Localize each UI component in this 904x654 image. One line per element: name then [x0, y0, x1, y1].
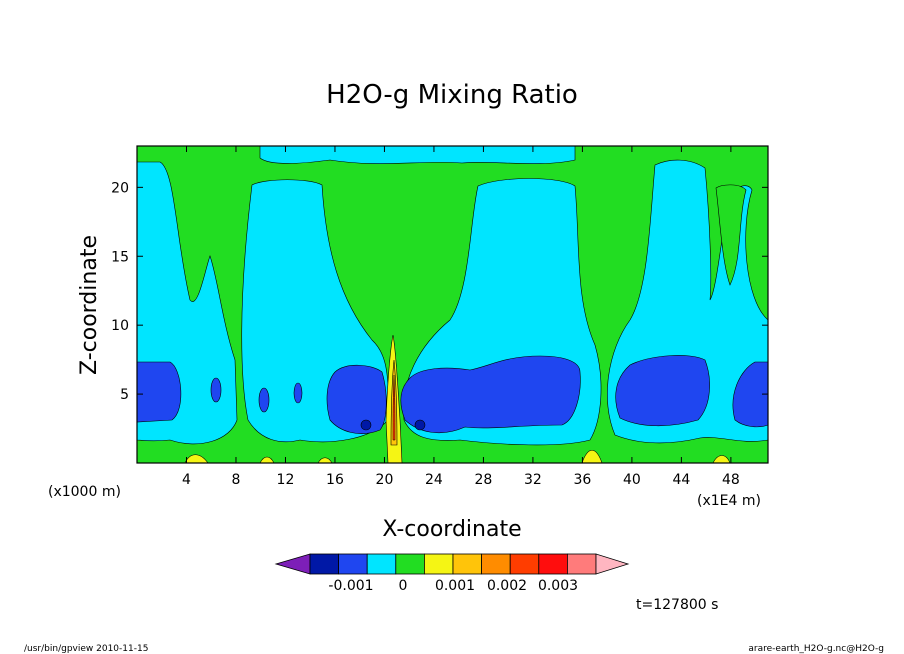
x-tick-label: 4	[182, 472, 191, 488]
x-axis-label: X-coordinate	[382, 517, 521, 542]
x-tick-label: 12	[277, 472, 295, 488]
colorbar-swatch	[538, 553, 568, 575]
colorbar-label: 0	[399, 578, 408, 594]
colorbar-swatch	[309, 553, 340, 575]
colorbar-arrow-low	[274, 553, 311, 575]
y-tick-label: 15	[111, 249, 129, 265]
plot-frame	[136, 145, 769, 464]
x-tick-label: 20	[376, 472, 394, 488]
field-blue-right	[615, 355, 710, 427]
field-green-tongue	[715, 184, 747, 286]
x-tick-label: 36	[573, 472, 591, 488]
y-tick-label: 20	[111, 180, 129, 196]
colorbar-label: -0.001	[328, 578, 373, 594]
field-blue-center-right	[400, 355, 581, 434]
x-tick-label: 8	[232, 472, 241, 488]
footer-left: /usr/bin/gpview 2010-11-15	[24, 644, 149, 654]
field-darkblue-spot-2	[414, 419, 426, 431]
x-tick-label: 32	[524, 472, 542, 488]
field-blue-center-left	[326, 364, 387, 434]
field-blue-spot-3	[293, 382, 303, 404]
field-blue-spot-1	[210, 377, 222, 403]
x-tick-label: 40	[623, 472, 641, 488]
x-tick-label: 48	[722, 472, 740, 488]
colorbar-swatch	[423, 553, 454, 575]
field-blue-spot-2	[258, 387, 270, 413]
colorbar-swatch	[452, 553, 483, 575]
colorbar-swatch	[366, 553, 397, 575]
colorbar-swatch	[509, 553, 540, 575]
x-tick-label: 24	[425, 472, 443, 488]
field-cyan-top-strip	[259, 145, 576, 164]
colorbar-swatch	[395, 553, 425, 575]
field-red-core	[392, 374, 396, 441]
colorbar-swatch	[481, 553, 511, 575]
x-ticks: 4 8 12 16 20 24 28 32 36 40 44 48	[182, 146, 740, 488]
colorbar-labels: -0.001 0 0.001 0.002 0.003	[328, 578, 578, 594]
y-tick-label: 5	[120, 387, 129, 403]
x-tick-label: 44	[672, 472, 690, 488]
y-tick-label: 10	[111, 318, 129, 334]
y-axis-label: Z-coordinate	[77, 235, 102, 375]
colorbar-label: 0.001	[435, 578, 475, 594]
x-tick-label: 28	[475, 472, 493, 488]
time-label: t=127800 s	[636, 597, 718, 613]
chart-title: H2O-g Mixing Ratio	[326, 80, 578, 110]
x-tick-label: 16	[326, 472, 344, 488]
colorbar-label: 0.002	[487, 578, 527, 594]
colorbar-swatch	[567, 553, 597, 575]
colorbar	[274, 553, 630, 575]
y-ticks: 5 10 15 20	[111, 180, 768, 403]
colorbar-swatch	[338, 553, 368, 575]
colorbar-label: 0.003	[538, 578, 578, 594]
x-unit-left: (x1000 m)	[48, 484, 121, 500]
footer-right: arare-earth_H2O-g.nc@H2O-g	[748, 644, 884, 654]
colorbar-arrow-high	[595, 553, 630, 575]
field-yellow-bumps	[184, 449, 731, 464]
x-unit-right: (x1E4 m)	[697, 493, 761, 509]
field-blue-left	[136, 361, 182, 423]
field-darkblue-spot-1	[360, 419, 372, 431]
field-blue-far-right	[732, 361, 769, 428]
